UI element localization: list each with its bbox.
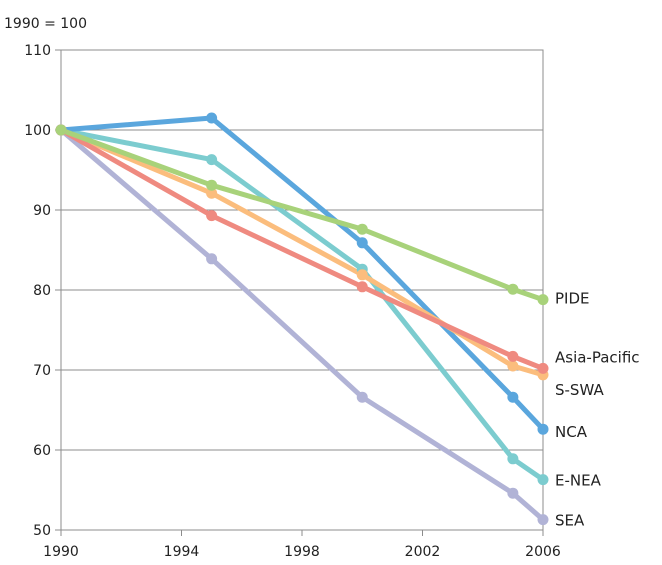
gridlines [61,129,543,451]
series-label-asia-pacific: Asia-Pacific [555,348,640,366]
data-point [507,360,519,372]
data-point [507,283,519,295]
x-tick-label: 1998 [284,544,320,560]
series-line-e-nea [58,127,546,483]
y-tick-label: 60 [33,443,51,459]
data-point [537,514,549,526]
y-tick-label: 110 [24,43,51,59]
series-line-sea [58,127,546,523]
data-point [356,237,368,249]
series-label-sea: SEA [555,512,585,530]
series-label-pide: PIDE [555,290,590,308]
x-tick-label: 1990 [43,544,79,560]
data-point [356,281,368,293]
x-axis: 1990 1994 1998 2002 2006 [43,530,561,560]
data-point [356,391,368,403]
series-labels: SEA E-NEA NCA S-SWA Asia-Pacific PIDE [555,290,640,530]
data-point [206,210,218,222]
series-label-nca: NCA [555,423,588,441]
series-line-asia-pacific [58,127,546,371]
data-point [206,154,218,166]
y-tick-label: 90 [33,203,51,219]
data-point [507,453,519,465]
data-point [507,391,519,403]
data-point [206,253,218,265]
data-point [537,423,549,435]
series-label-e-nea: E-NEA [555,472,602,490]
data-point [356,223,368,235]
data-point [206,112,218,124]
y-unit-label: 1990 = 100 [4,16,87,32]
data-point [507,350,519,362]
y-tick-label: 80 [33,283,51,299]
y-tick-label: 100 [24,123,51,139]
y-tick-label: 70 [33,363,51,379]
series-lines [58,115,546,523]
data-point [537,362,549,374]
data-point [206,187,218,199]
data-point [507,487,519,499]
data-point [206,179,218,191]
data-point [537,474,549,486]
data-point [55,124,67,136]
y-axis: 50 60 70 80 90 100 110 [24,43,61,539]
x-tick-label: 2006 [525,544,561,560]
series-label-s-swa: S-SWA [555,381,604,399]
data-point [356,269,368,281]
x-tick-label: 2002 [405,544,441,560]
series-points [55,112,549,526]
y-tick-label: 50 [33,523,51,539]
series-line-pide [58,127,546,303]
x-tick-label: 1994 [164,544,200,560]
data-point [537,294,549,306]
